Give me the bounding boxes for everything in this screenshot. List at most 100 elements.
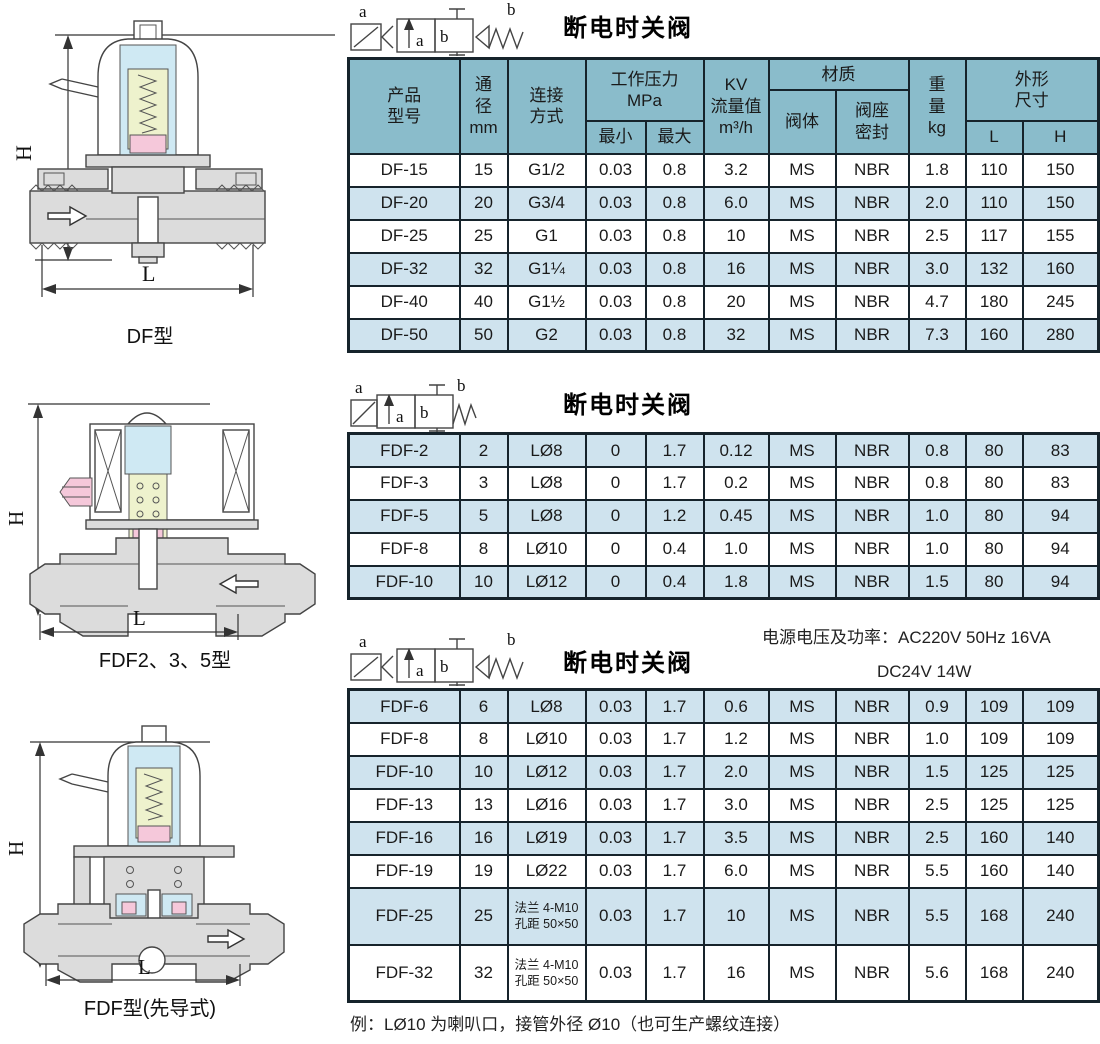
diagram-caption: FDF型(先导式) [83,998,217,1020]
table-cell: MS [767,218,837,254]
table-row: FDF-25 25 法兰 4-M10 孔距 50×50 0.03 1.7 10 MS NBR 5… [347,886,1100,946]
table-cell: 0.45 [702,498,770,534]
table-cell: LØ8 [506,498,587,534]
symbol-port-a: a [359,2,367,21]
fdf-spec-table: FDF-6 6 LØ8 0.03 1.7 0.6 MS NBR 0.9 109 109 FDF-8 8 L… [347,688,1100,1003]
table-cell: 0.03 [584,251,647,287]
table-cell: 1.0 [702,531,770,567]
col-header-dn: 通 径 mm [458,57,509,155]
table-cell: NBR [834,820,910,856]
col-header-seat: 阀座 密封 [834,88,910,155]
table-cell: DF-50 [347,317,461,353]
col-header-min: 最小 [584,119,647,155]
table-cell: FDF-10 [347,564,461,600]
table-cell: 1.5 [907,754,967,790]
table-cell: 0.03 [584,218,647,254]
table-cell: 1.7 [644,787,705,823]
table-body: DF-15 15 G1/2 0.03 0.8 3.2 MS NBR 1.8 110 150 DF-20… [347,152,1100,353]
power-spec-line1: 电源电压及功率：AC220V 50Hz 16VA [762,628,1051,647]
table-cell: 25 [458,218,509,254]
table-cell: NBR [834,853,910,889]
table-cell: MS [767,943,837,1003]
symbol-port-a: a [359,632,367,651]
table-cell: 0.4 [644,564,705,600]
symbol-port-b: b [507,2,516,19]
table-cell: 0 [584,432,647,468]
table-cell: LØ12 [506,754,587,790]
table-cell: FDF-6 [347,688,461,724]
table-cell: 15 [458,152,509,188]
table-cell: 245 [1021,284,1100,320]
table-cell: 125 [1021,754,1100,790]
table-row: FDF-16 16 LØ19 0.03 1.7 3.5 MS NBR 2.5 160 140 [347,820,1100,856]
table-cell: 32 [458,943,509,1003]
table-cell: 0.03 [584,787,647,823]
table-cell: G3/4 [506,185,587,221]
table-row: FDF-10 10 LØ12 0 0.4 1.8 MS NBR 1.5 80 94 [347,564,1100,600]
table-cell: 0 [584,465,647,501]
table-row: DF-50 50 G2 0.03 0.8 32 MS NBR 7.3 160 280 [347,317,1100,353]
valve-symbol-3: a b a b [350,632,524,686]
table-cell: NBR [834,721,910,757]
table-cell: G1½ [506,284,587,320]
table-cell: LØ10 [506,721,587,757]
diagram-caption: DF型 [126,326,174,348]
table-cell: LØ22 [506,853,587,889]
table-cell: 0.2 [702,465,770,501]
dim-h-label: H [4,511,28,526]
table-cell: LØ10 [506,531,587,567]
table-cell: 125 [964,787,1024,823]
table-cell: 140 [1021,820,1100,856]
table-cell: 0.03 [584,886,647,946]
table-cell: 168 [964,943,1024,1003]
table-cell: 1.7 [644,853,705,889]
table-cell: 1.7 [644,721,705,757]
table-row: FDF-10 10 LØ12 0.03 1.7 2.0 MS NBR 1.5 125 125 [347,754,1100,790]
table-cell: 0.8 [907,465,967,501]
table-cell: 109 [964,688,1024,724]
table-cell: 125 [964,754,1024,790]
col-header-product: 产品 型号 [347,57,461,155]
table-cell: 80 [964,531,1024,567]
col-header-weight: 重 量 kg [907,57,967,155]
table-cell: DF-32 [347,251,461,287]
diagram-caption: FDF2、3、5型 [98,650,232,672]
col-header-pressure: 工作压力 MPa [584,57,705,122]
table-cell: LØ16 [506,787,587,823]
table-cell: 7.3 [907,317,967,353]
table-cell: 0.6 [702,688,770,724]
power-spec-note: 电源电压及功率：AC220V 50Hz 16VA DC24V 14W [762,628,1092,683]
table-cell: MS [767,284,837,320]
table-cell: 0.03 [584,284,647,320]
table-cell: 3.2 [702,152,770,188]
table-cell: 150 [1021,185,1100,221]
table-cell: NBR [834,152,910,188]
table-cell: 1.7 [644,688,705,724]
table-cell: 3.5 [702,820,770,856]
table-cell: 法兰 4-M10 孔距 50×50 [506,886,587,946]
table-cell: MS [767,754,837,790]
symbol-pos-b: b [440,27,449,46]
table-cell: 20 [458,185,509,221]
table-cell: 1.7 [644,820,705,856]
table-cell: 2 [458,432,509,468]
table-row: DF-15 15 G1/2 0.03 0.8 3.2 MS NBR 1.8 110 150 [347,152,1100,188]
table-row: DF-40 40 G1½ 0.03 0.8 20 MS NBR 4.7 180 245 [347,284,1100,320]
table-cell: 10 [458,564,509,600]
table-cell: 80 [964,432,1024,468]
table-body: FDF-2 2 LØ8 0 1.7 0.12 MS NBR 0.8 80 83 FDF-3 3 LØ8 0 1… [347,432,1100,600]
dim-l-label: L [133,606,146,630]
table-cell: 240 [1021,943,1100,1003]
table-cell: G1 [506,218,587,254]
table-cell: FDF-25 [347,886,461,946]
table-row: DF-32 32 G1¼ 0.03 0.8 16 MS NBR 3.0 132 160 [347,251,1100,287]
table-cell: 0 [584,531,647,567]
table-cell: DF-15 [347,152,461,188]
table-cell: 32 [458,251,509,287]
table-cell: DF-25 [347,218,461,254]
table-cell: 4.7 [907,284,967,320]
table-row: FDF-3 3 LØ8 0 1.7 0.2 MS NBR 0.8 80 83 [347,465,1100,501]
table-cell: 5.5 [907,853,967,889]
table-cell: 1.7 [644,943,705,1003]
symbol-pos-a: a [396,407,404,426]
